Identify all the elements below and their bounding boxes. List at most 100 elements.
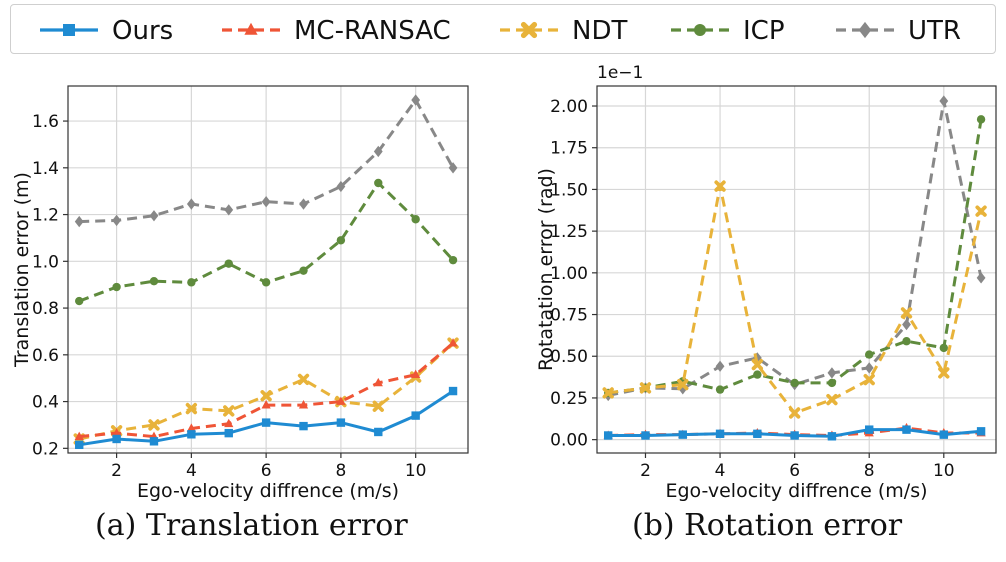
data-point-mc-ransac	[373, 377, 383, 387]
data-point-icp	[261, 278, 271, 287]
series-icp	[75, 178, 458, 306]
y-tick-label: 1.4	[32, 159, 59, 179]
y-tick-label: 1.2	[32, 206, 59, 226]
data-point-ours	[715, 429, 725, 439]
caption-b: (b) Rotation error	[632, 508, 903, 543]
y-axis-label: Translation error (m)	[11, 172, 33, 368]
data-point-icp	[902, 337, 911, 346]
data-point-icp	[187, 278, 196, 287]
data-point-icp	[976, 115, 986, 124]
data-point-ndt	[639, 382, 652, 394]
y-tick-label: 0.00	[550, 431, 588, 451]
data-point-icp	[411, 215, 420, 224]
legend-label-ndt: NDT	[572, 16, 627, 46]
data-point-ours	[224, 428, 233, 438]
y-tick-label: 0.25	[550, 389, 588, 409]
legend-label-mc-ransac: MC-RANSAC	[294, 16, 451, 46]
data-point-icp	[112, 282, 121, 292]
data-point-ours	[865, 425, 874, 434]
data-point-ours	[75, 440, 84, 450]
data-point-icp	[224, 259, 233, 268]
series-ours	[75, 386, 458, 450]
data-point-utr	[261, 196, 271, 208]
data-point-mc-ransac	[261, 400, 271, 409]
x-tick-label: 6	[789, 461, 800, 481]
data-point-icp	[790, 378, 799, 388]
data-point-utr	[149, 210, 159, 222]
y-tick-label: 0.50	[550, 347, 588, 367]
y-tick-label: 1.6	[32, 112, 59, 132]
y-tick-label: 0.4	[32, 393, 59, 413]
data-point-mc-ransac	[224, 418, 234, 428]
legend-marker-utr	[858, 21, 872, 39]
y-tick-label: 2.00	[550, 97, 588, 117]
data-point-ndt	[826, 393, 838, 406]
data-point-ndt	[223, 405, 235, 417]
x-tick-label: 2	[111, 461, 122, 481]
data-point-ours	[939, 430, 948, 439]
series-utr	[74, 94, 458, 228]
legend-marker-mc-ransac	[244, 22, 258, 35]
y-tick-label: 1.50	[550, 180, 588, 200]
data-point-ours	[603, 431, 613, 440]
data-point-icp	[865, 350, 874, 359]
data-point-utr	[224, 204, 234, 216]
data-point-ndt	[260, 390, 272, 402]
data-point-ours	[827, 432, 837, 441]
x-tick-label: 8	[864, 461, 875, 481]
data-point-mc-ransac	[74, 431, 84, 440]
data-point-ndt	[185, 402, 198, 415]
x-tick-label: 2	[640, 461, 651, 481]
legend-label-ours: Ours	[112, 16, 173, 46]
data-point-icp	[827, 378, 837, 388]
data-point-icp	[336, 236, 346, 245]
x-tick-label: 4	[186, 461, 197, 481]
data-point-ndt	[714, 180, 726, 192]
series-ours	[603, 425, 986, 441]
legend-marker-icp	[694, 24, 706, 36]
data-point-mc-ransac	[111, 428, 122, 437]
data-point-mc-ransac	[186, 423, 196, 432]
data-point-icp	[939, 343, 948, 353]
y-tick-label: 1.0	[32, 252, 59, 272]
y-tick-label: 1.00	[550, 264, 588, 284]
data-point-utr	[411, 94, 421, 106]
data-point-mc-ransac	[298, 400, 309, 409]
data-point-ours	[448, 386, 458, 396]
data-point-ours	[299, 421, 308, 431]
x-tick-label: 10	[933, 461, 955, 481]
data-point-ours	[790, 431, 799, 440]
data-point-utr	[976, 272, 986, 284]
data-point-ours	[149, 437, 159, 446]
data-point-icp	[448, 255, 458, 265]
y-tick-label: 0.75	[550, 306, 588, 326]
data-point-ndt	[602, 387, 614, 399]
data-point-ndt	[372, 400, 384, 412]
data-point-icp	[753, 370, 762, 379]
data-point-utr	[373, 145, 383, 158]
x-axis-label: Ego-velocity diffrence (m/s)	[137, 480, 399, 502]
data-point-utr	[336, 180, 346, 193]
data-point-icp	[715, 385, 725, 394]
data-point-ndt	[975, 205, 987, 217]
data-point-ndt	[677, 378, 689, 391]
legend-marker-ours	[63, 24, 75, 36]
data-point-ours	[753, 429, 762, 439]
legend-label-utr: UTR	[908, 16, 961, 46]
data-point-mc-ransac	[411, 369, 421, 379]
legend-marker-ndt	[520, 21, 538, 39]
data-point-icp	[374, 178, 383, 188]
data-point-utr	[715, 360, 725, 372]
data-point-ours	[112, 434, 121, 444]
data-point-ours	[641, 431, 650, 440]
data-point-ours	[976, 427, 986, 436]
y-tick-label: 0.2	[32, 439, 59, 459]
plot-frame-a	[67, 85, 469, 454]
data-point-utr	[299, 198, 308, 210]
series-line-utr	[79, 98, 455, 224]
x-tick-label: 8	[335, 461, 346, 481]
y-tick-label: 0.8	[32, 299, 59, 319]
data-point-ndt	[148, 419, 160, 431]
series-ndt	[602, 180, 987, 419]
data-point-utr	[864, 362, 874, 374]
